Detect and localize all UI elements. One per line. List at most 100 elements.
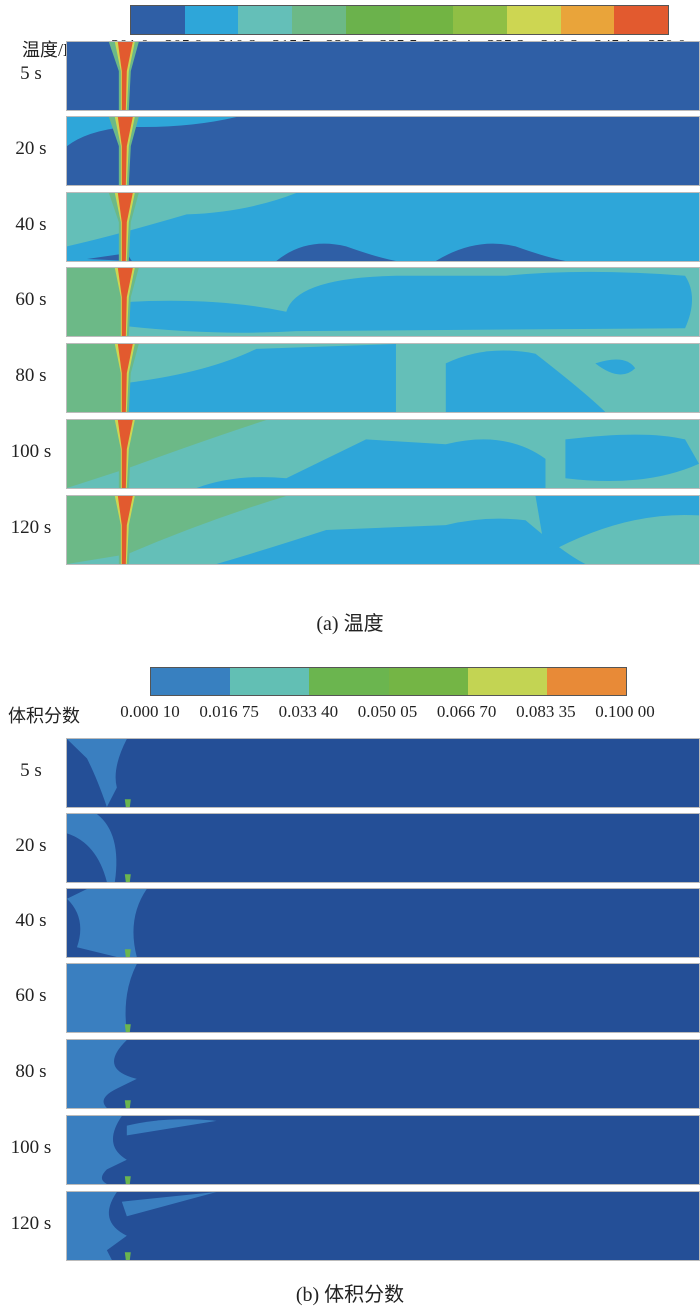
time-label: 60 s <box>15 985 47 1006</box>
volume-fraction-contour-plot <box>66 1039 700 1109</box>
time-label: 5 s <box>20 63 42 84</box>
contour-region <box>67 814 117 882</box>
volume-fraction-tick-label: 0.033 40 <box>278 702 339 721</box>
volume-fraction-contour-plot <box>66 1191 700 1261</box>
contour-background <box>67 889 699 957</box>
hot-plume <box>117 117 133 185</box>
plume-edge <box>124 874 131 882</box>
time-label: 80 s <box>15 1061 47 1082</box>
contour-region <box>445 350 606 412</box>
temperature-swatch <box>238 6 293 34</box>
temperature-contour-plot <box>66 116 700 186</box>
temperature-swatch <box>506 6 561 34</box>
hot-plume <box>117 268 133 336</box>
contour-region <box>126 271 693 333</box>
contour-region <box>67 964 137 1032</box>
caption-b: (b) 体积分数 <box>295 1284 405 1306</box>
volume-fraction-colorbar <box>150 667 627 696</box>
temperature-contour-plot <box>66 419 700 489</box>
volume-fraction-tick-label: 0.083 35 <box>516 702 576 721</box>
time-label: 120 s <box>10 517 52 538</box>
contour-region <box>67 117 237 147</box>
temperature-row: 5 s <box>0 41 700 111</box>
time-label: 100 s <box>10 441 52 462</box>
plume-edge <box>124 1024 131 1032</box>
temperature-contour-plot <box>66 192 700 262</box>
plume-edge <box>124 1252 131 1260</box>
contour-region <box>67 889 147 957</box>
time-label: 60 s <box>15 289 47 310</box>
volume-fraction-contour-plot <box>66 888 700 958</box>
contour-region <box>435 243 566 261</box>
temperature-swatch <box>453 6 507 34</box>
volume-fraction-row: 20 s <box>0 813 700 883</box>
volume-fraction-contour-plot <box>66 1115 700 1185</box>
temperature-swatch <box>345 6 400 34</box>
contour-region <box>67 739 127 807</box>
hot-plume <box>117 496 133 564</box>
volume-fraction-contour-plot <box>66 813 700 883</box>
hot-plume <box>117 42 133 110</box>
volume-fraction-row: 120 s <box>0 1191 700 1261</box>
volume-fraction-tick-label: 0.000 10 <box>120 702 180 721</box>
contour-region <box>67 268 122 336</box>
volume-fraction-swatch <box>151 668 231 695</box>
volume-fraction-swatch <box>309 668 389 695</box>
contour-region <box>121 1192 217 1217</box>
contour-region <box>67 1116 127 1184</box>
plume-edge <box>124 1100 131 1108</box>
temperature-row: 100 s <box>0 419 700 489</box>
temperature-swatch <box>399 6 454 34</box>
temperature-row: 60 s <box>0 267 700 337</box>
volume-fraction-tick-label: 0.066 70 <box>436 702 497 721</box>
temperature-colorbar <box>130 5 669 35</box>
contour-region <box>535 496 699 555</box>
caption-a: (a) 温度 <box>316 613 384 635</box>
temperature-row: 80 s <box>0 343 700 413</box>
volume-fraction-tick-label: 0.016 75 <box>199 702 259 721</box>
temperature-swatch <box>560 6 615 34</box>
contour-background <box>67 964 699 1032</box>
hot-plume <box>117 344 133 412</box>
time-label: 5 s <box>20 760 42 781</box>
contour-region <box>216 518 586 564</box>
volume-fraction-row: 40 s <box>0 888 700 958</box>
volume-fraction-row: 5 s <box>0 738 700 808</box>
temperature-contour-plot <box>66 343 700 413</box>
temperature-swatch <box>614 6 669 34</box>
contour-region <box>126 344 396 412</box>
contour-background <box>67 117 699 185</box>
temperature-contour-plot <box>66 41 700 111</box>
volume-fraction-swatch <box>467 668 547 695</box>
volume-fraction-contour-plot <box>66 738 700 808</box>
volume-fraction-swatch <box>546 668 627 695</box>
plume-edge <box>124 1176 131 1184</box>
temperature-swatch <box>184 6 239 34</box>
hot-plume <box>117 420 133 488</box>
contour-region <box>67 1040 137 1108</box>
time-label: 40 s <box>15 910 47 931</box>
volume-fraction-contour-plot <box>66 963 700 1033</box>
volume-fraction-tick-label: 0.100 00 <box>595 702 655 721</box>
temperature-swatch <box>292 6 346 34</box>
temperature-row: 120 s <box>0 495 700 565</box>
time-label: 20 s <box>15 835 47 856</box>
volume-fraction-row: 60 s <box>0 963 700 1033</box>
temperature-row: 40 s <box>0 192 700 262</box>
contour-region <box>595 359 636 375</box>
contour-background <box>67 1040 699 1108</box>
volume-fraction-swatch <box>388 668 468 695</box>
plume-edge <box>124 799 131 807</box>
temperature-contour-plot <box>66 495 700 565</box>
time-label: 80 s <box>15 365 47 386</box>
contour-region <box>67 1192 127 1260</box>
time-label: 20 s <box>15 138 47 159</box>
contour-region <box>67 344 122 412</box>
contour-background <box>67 814 699 882</box>
temperature-row: 20 s <box>0 116 700 186</box>
time-label: 100 s <box>10 1137 52 1158</box>
plume-edge <box>124 949 131 957</box>
volume-fraction-swatch <box>230 668 310 695</box>
contour-region <box>276 243 396 261</box>
